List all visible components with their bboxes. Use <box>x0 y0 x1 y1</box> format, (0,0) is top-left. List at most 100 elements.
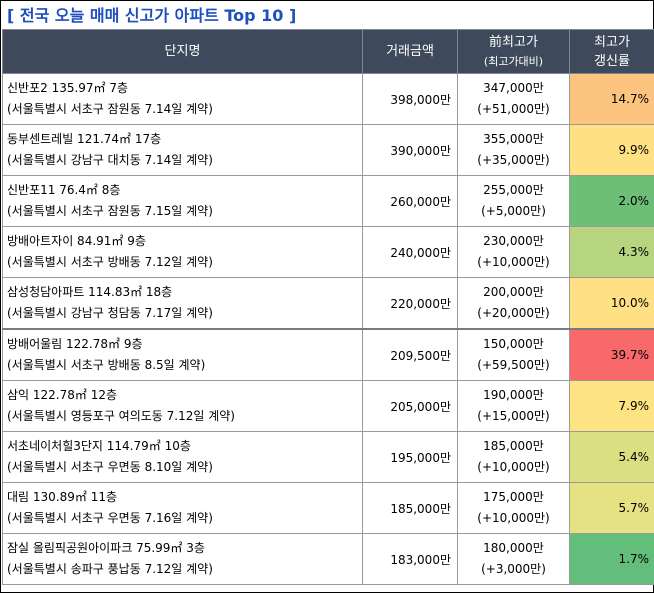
previous-high-value: 255,000만 <box>483 183 544 197</box>
cell-amount: 240,000만 <box>362 226 458 278</box>
table-row: 잠실 올림픽공원아이파크 75.99㎡ 3층 (서울특별시 송파구 풍납동 7.1… <box>2 533 654 585</box>
header-renewal-rate-line2: 갱신률 <box>594 53 630 69</box>
complex-name: 삼성청담아파트 114.83㎡ 18층 <box>7 285 173 299</box>
cell-complex: 서초네이처힐3단지 114.79㎡ 10층 (서울특별시 서초구 우면동 8.10… <box>2 431 363 483</box>
complex-name: 신반포11 76.4㎡ 8층 <box>7 183 121 197</box>
table-row: 서초네이처힐3단지 114.79㎡ 10층 (서울특별시 서초구 우면동 8.10… <box>2 431 654 483</box>
cell-renewal-rate: 14.7% <box>569 73 654 125</box>
previous-high-value: 185,000만 <box>483 439 544 453</box>
report-title: [ 전국 오늘 매매 신고가 아파트 Top 10 ] <box>7 6 297 25</box>
cell-renewal-rate: 4.3% <box>569 226 654 278</box>
cell-complex: 신반포2 135.97㎡ 7층 (서울특별시 서초구 잠원동 7.14일 계약) <box>2 73 363 125</box>
cell-previous-high: 200,000만 (+20,000만) <box>457 277 570 330</box>
cell-previous-high: 347,000만 (+51,000만) <box>457 73 570 125</box>
previous-high-diff: (+5,000만) <box>481 204 546 218</box>
complex-name: 동부센트레빌 121.74㎡ 17층 <box>7 132 162 146</box>
previous-high-diff: (+15,000만) <box>477 409 550 423</box>
table-row: 대림 130.89㎡ 11층 (서울특별시 서초구 우면동 7.16일 계약) 18… <box>2 482 654 534</box>
complex-location: (서울특별시 강남구 청담동 7.17일 계약) <box>7 306 213 320</box>
header-amount: 거래금액 <box>362 29 458 74</box>
table-row: 삼익 122.78㎡ 12층 (서울특별시 영등포구 여의도동 7.12일 계약)… <box>2 380 654 432</box>
cell-complex: 삼성청담아파트 114.83㎡ 18층 (서울특별시 강남구 청담동 7.17일 … <box>2 277 363 330</box>
previous-high-value: 180,000만 <box>483 541 544 555</box>
cell-renewal-rate: 2.0% <box>569 175 654 227</box>
previous-high-diff: (+10,000만) <box>477 511 550 525</box>
top10-table: 단지명 거래금액 前최고가 (최고가대비) 최고가 갱신률 신반포2 135.9… <box>2 29 654 585</box>
cell-renewal-rate: 5.4% <box>569 431 654 483</box>
cell-amount: 260,000만 <box>362 175 458 227</box>
complex-location: (서울특별시 서초구 우면동 8.10일 계약) <box>7 460 213 474</box>
table-row: 동부센트레빌 121.74㎡ 17층 (서울특별시 강남구 대치동 7.14일 계… <box>2 124 654 176</box>
previous-high-diff: (+3,000만) <box>481 562 546 576</box>
cell-complex: 방배어울림 122.78㎡ 9층 (서울특별시 서초구 방배동 8.5일 계약) <box>2 328 363 381</box>
previous-high-value: 230,000만 <box>483 234 544 248</box>
previous-high-value: 355,000만 <box>483 132 544 146</box>
cell-complex: 동부센트레빌 121.74㎡ 17층 (서울특별시 강남구 대치동 7.14일 계… <box>2 124 363 176</box>
table-row: 신반포2 135.97㎡ 7층 (서울특별시 서초구 잠원동 7.14일 계약) 3… <box>2 73 654 125</box>
header-previous-high-main: 前최고가 <box>489 34 538 50</box>
cell-previous-high: 185,000만 (+10,000만) <box>457 431 570 483</box>
header-previous-high-sub: (최고가대비) <box>483 54 544 68</box>
complex-name: 잠실 올림픽공원아이파크 75.99㎡ 3층 <box>7 541 205 555</box>
complex-location: (서울특별시 강남구 대치동 7.14일 계약) <box>7 153 213 167</box>
complex-location: (서울특별시 영등포구 여의도동 7.12일 계약) <box>7 409 235 423</box>
cell-previous-high: 255,000만 (+5,000만) <box>457 175 570 227</box>
previous-high-diff: (+51,000만) <box>477 102 550 116</box>
complex-name: 신반포2 135.97㎡ 7층 <box>7 81 129 95</box>
cell-amount: 398,000만 <box>362 73 458 125</box>
cell-renewal-rate: 9.9% <box>569 124 654 176</box>
previous-high-value: 200,000만 <box>483 285 544 299</box>
complex-location: (서울특별시 서초구 방배동 7.12일 계약) <box>7 255 213 269</box>
cell-amount: 183,000만 <box>362 533 458 585</box>
previous-high-diff: (+59,500만) <box>477 358 550 372</box>
cell-renewal-rate: 1.7% <box>569 533 654 585</box>
table-row: 신반포11 76.4㎡ 8층 (서울특별시 서초구 잠원동 7.15일 계약) 26… <box>2 175 654 227</box>
cell-renewal-rate: 10.0% <box>569 277 654 330</box>
cell-previous-high: 180,000만 (+3,000만) <box>457 533 570 585</box>
cell-complex: 대림 130.89㎡ 11층 (서울특별시 서초구 우면동 7.16일 계약) <box>2 482 363 534</box>
previous-high-value: 175,000만 <box>483 490 544 504</box>
cell-renewal-rate: 7.9% <box>569 380 654 432</box>
cell-complex: 방배아트자이 84.91㎡ 9층 (서울특별시 서초구 방배동 7.12일 계약) <box>2 226 363 278</box>
complex-name: 방배아트자이 84.91㎡ 9층 <box>7 234 146 248</box>
cell-previous-high: 230,000만 (+10,000만) <box>457 226 570 278</box>
header-renewal-rate: 최고가 갱신률 <box>569 29 654 74</box>
cell-renewal-rate: 5.7% <box>569 482 654 534</box>
previous-high-diff: (+20,000만) <box>477 306 550 320</box>
cell-amount: 205,000만 <box>362 380 458 432</box>
cell-previous-high: 355,000만 (+35,000만) <box>457 124 570 176</box>
complex-location: (서울특별시 서초구 잠원동 7.15일 계약) <box>7 204 213 218</box>
cell-complex: 잠실 올림픽공원아이파크 75.99㎡ 3층 (서울특별시 송파구 풍납동 7.1… <box>2 533 363 585</box>
table-row: 삼성청담아파트 114.83㎡ 18층 (서울특별시 강남구 청담동 7.17일 … <box>2 277 654 330</box>
previous-high-diff: (+10,000만) <box>477 460 550 474</box>
cell-amount: 185,000만 <box>362 482 458 534</box>
previous-high-value: 150,000만 <box>483 337 544 351</box>
complex-name: 방배어울림 122.78㎡ 9층 <box>7 337 143 351</box>
previous-high-value: 347,000만 <box>483 81 544 95</box>
table-header-row: 단지명 거래금액 前최고가 (최고가대비) 최고가 갱신률 <box>2 29 654 74</box>
table-row: 방배어울림 122.78㎡ 9층 (서울특별시 서초구 방배동 8.5일 계약) 2… <box>2 328 654 381</box>
cell-amount: 195,000만 <box>362 431 458 483</box>
cell-complex: 신반포11 76.4㎡ 8층 (서울특별시 서초구 잠원동 7.15일 계약) <box>2 175 363 227</box>
cell-complex: 삼익 122.78㎡ 12층 (서울특별시 영등포구 여의도동 7.12일 계약) <box>2 380 363 432</box>
complex-name: 삼익 122.78㎡ 12층 <box>7 388 118 402</box>
complex-location: (서울특별시 서초구 잠원동 7.14일 계약) <box>7 102 213 116</box>
complex-location: (서울특별시 서초구 방배동 8.5일 계약) <box>7 358 206 372</box>
cell-renewal-rate: 39.7% <box>569 328 654 381</box>
cell-previous-high: 175,000만 (+10,000만) <box>457 482 570 534</box>
header-renewal-rate-line1: 최고가 <box>594 34 630 50</box>
complex-location: (서울특별시 서초구 우면동 7.16일 계약) <box>7 511 213 525</box>
header-complex: 단지명 <box>2 29 363 74</box>
complex-name: 대림 130.89㎡ 11층 <box>7 490 118 504</box>
previous-high-diff: (+10,000만) <box>477 255 550 269</box>
previous-high-diff: (+35,000만) <box>477 153 550 167</box>
header-previous-high: 前최고가 (최고가대비) <box>457 29 570 74</box>
cell-amount: 390,000만 <box>362 124 458 176</box>
cell-amount: 220,000만 <box>362 277 458 330</box>
cell-previous-high: 190,000만 (+15,000만) <box>457 380 570 432</box>
complex-name: 서초네이처힐3단지 114.79㎡ 10층 <box>7 439 191 453</box>
cell-amount: 209,500만 <box>362 328 458 381</box>
cell-previous-high: 150,000만 (+59,500만) <box>457 328 570 381</box>
previous-high-value: 190,000만 <box>483 388 544 402</box>
